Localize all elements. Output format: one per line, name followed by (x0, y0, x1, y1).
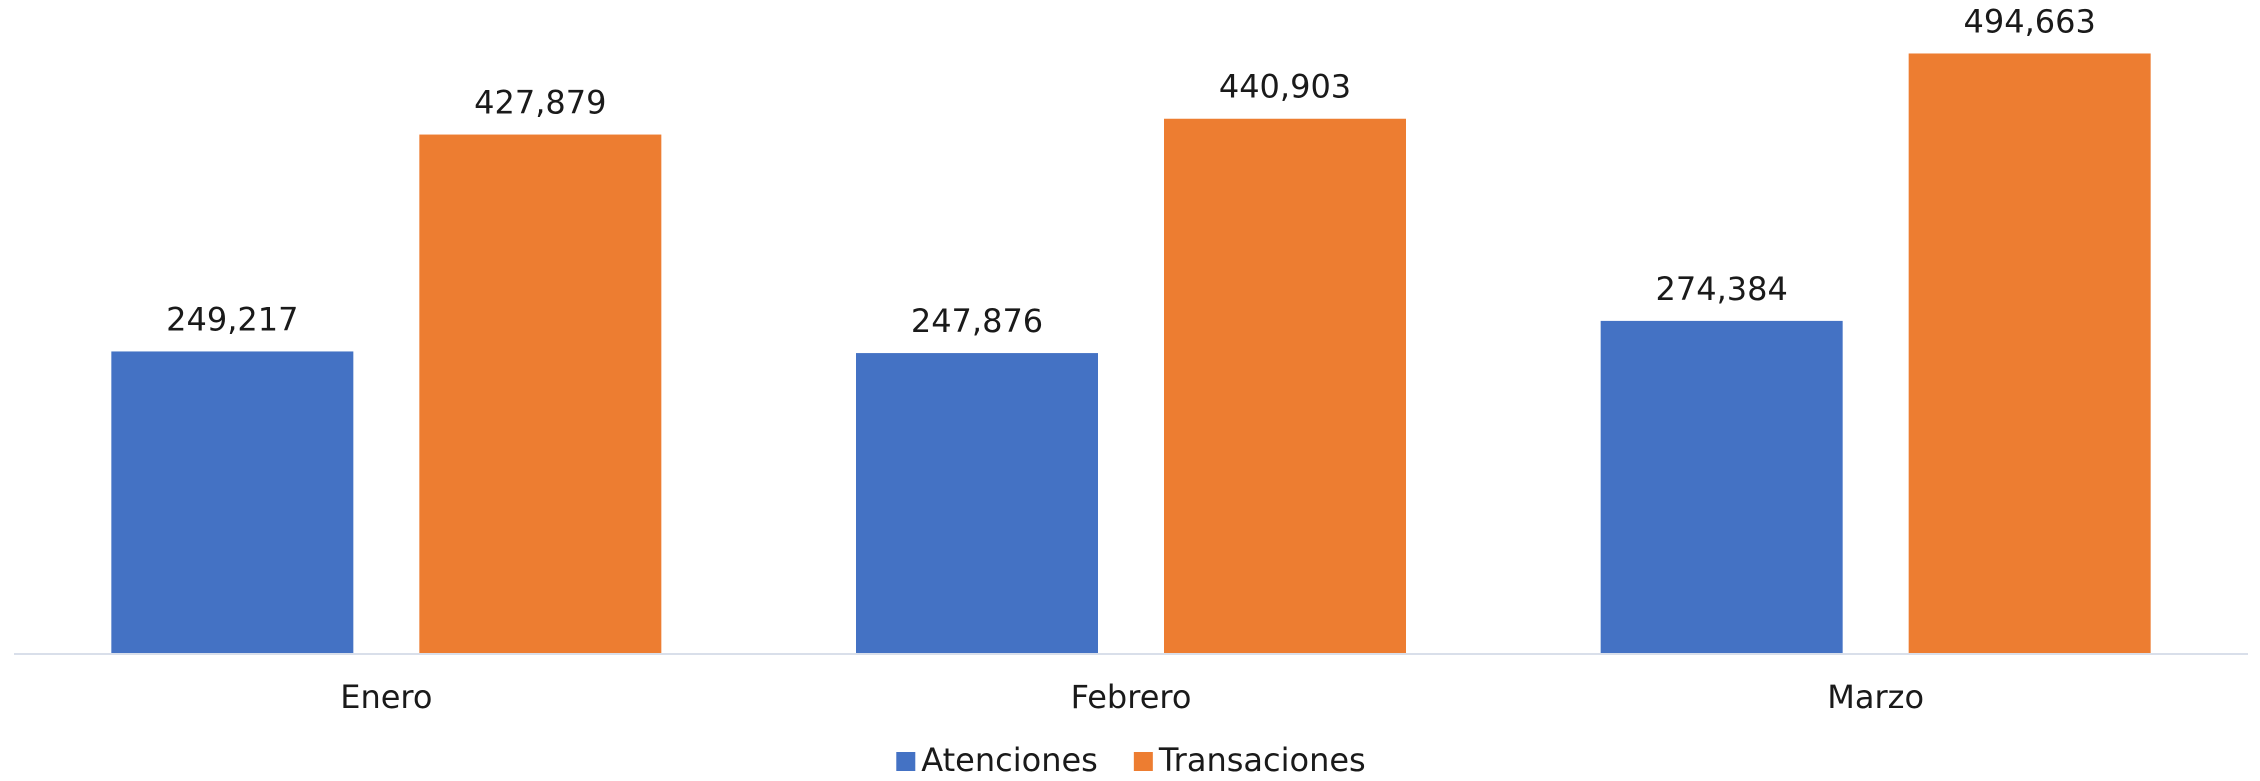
bar (1908, 53, 2151, 654)
legend-marker (1133, 752, 1153, 771)
legend-marker (896, 752, 916, 771)
data-label: 247,876 (911, 302, 1043, 340)
data-label: 440,903 (1219, 68, 1351, 106)
bar (856, 353, 1098, 654)
data-label: 249,217 (166, 300, 298, 338)
data-label: 427,879 (474, 84, 606, 122)
data-label: 494,663 (1964, 2, 2096, 40)
bar (111, 351, 354, 654)
bar (1600, 320, 1843, 654)
bar (1164, 118, 1406, 654)
x-tick-label: Marzo (1827, 678, 1924, 716)
bar (419, 134, 662, 654)
legend-label: Atenciones (921, 741, 1098, 779)
data-label: 274,384 (1656, 270, 1788, 308)
x-tick-label: Enero (340, 678, 432, 716)
x-tick-label: Febrero (1071, 678, 1192, 716)
legend-label: Transaciones (1158, 741, 1366, 779)
